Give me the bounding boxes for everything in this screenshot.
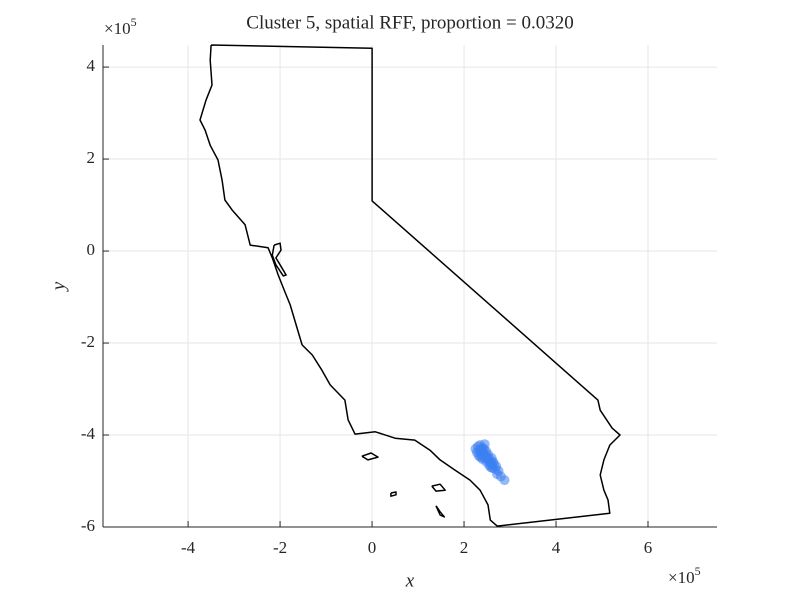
- scatter-point: [485, 462, 496, 473]
- y-tick-label: -4: [81, 424, 96, 443]
- y-axis-label: y: [48, 281, 69, 292]
- x-multiplier: ×105: [668, 564, 701, 587]
- scatter-point: [499, 475, 510, 486]
- x-tick-label: -4: [181, 538, 196, 557]
- x-tick-label: 4: [552, 538, 561, 557]
- y-tick-label: 0: [87, 240, 96, 259]
- y-multiplier: ×105: [104, 15, 137, 38]
- outline-line: [199, 44, 621, 527]
- y-tick-label: 2: [87, 148, 96, 167]
- scatter-point: [479, 439, 490, 450]
- y-tick-label: 4: [87, 56, 96, 75]
- chart-title: Cluster 5, spatial RFF, proportion = 0.0…: [246, 12, 573, 33]
- x-multiplier-exponent: 5: [695, 564, 701, 578]
- scatter-point: [475, 452, 486, 463]
- x-axis-label: x: [405, 570, 415, 591]
- y-tick-label: -6: [81, 516, 95, 535]
- y-multiplier-exponent: 5: [131, 15, 137, 29]
- x-tick-label: 0: [368, 538, 377, 557]
- x-tick-label: 6: [644, 538, 653, 557]
- y-tick-label: -2: [81, 332, 95, 351]
- x-tick-label: -2: [273, 538, 287, 557]
- x-tick-label: 2: [460, 538, 469, 557]
- y-multiplier-base: ×10: [104, 19, 131, 38]
- x-multiplier-base: ×10: [668, 568, 695, 587]
